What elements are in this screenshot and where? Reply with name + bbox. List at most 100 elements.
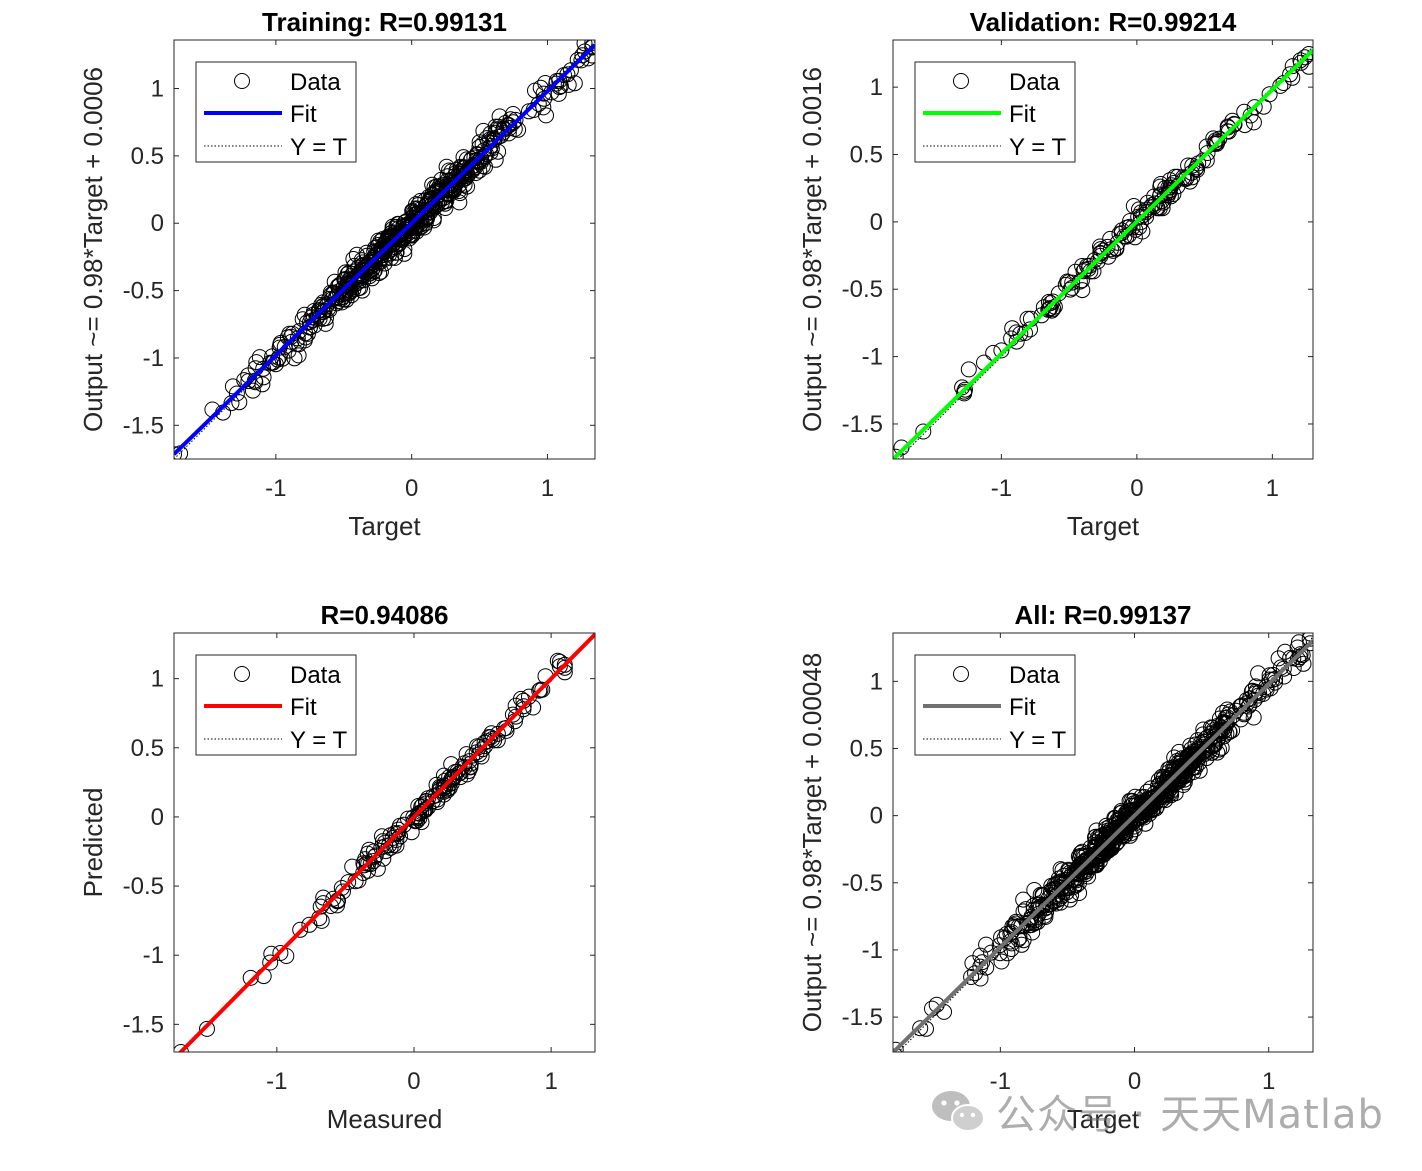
y-tick-label: -1.5 (842, 1004, 883, 1031)
y-axis-label: Output ~= 0.98*Target + 0.00048 (797, 653, 827, 1032)
data-point (1094, 827, 1111, 844)
data-point (420, 799, 436, 816)
data-point (1123, 806, 1140, 823)
data-point (401, 218, 418, 235)
y-tick-label: -1 (143, 942, 164, 969)
data-point (1026, 882, 1043, 898)
y-tick-label: 0 (870, 803, 883, 830)
data-point (1206, 136, 1223, 152)
data-point (367, 253, 384, 270)
legend-label-data: Data (1009, 662, 1060, 689)
data-point (276, 338, 293, 355)
data-point (479, 733, 496, 750)
data-point (473, 150, 489, 167)
data-point (1008, 333, 1025, 350)
data-point (431, 778, 448, 795)
y-tick-label: 0 (151, 804, 164, 831)
identity-line (897, 636, 1313, 1052)
data-point (412, 192, 429, 209)
fit-line (178, 633, 595, 1052)
data-point (1106, 827, 1123, 844)
watermark: 公众号 · 天天Matlab (930, 1085, 1384, 1138)
data-point (476, 734, 493, 751)
chart-panel-training: -1 0 1 -1.5 -1 -0.5 0 0.5 1 Training: R=0.99131 Ta… (78, 7, 596, 541)
legend-label-fit: Fit (1009, 101, 1036, 128)
legend: Data Fit Y = T (914, 61, 1076, 163)
data-point (1131, 805, 1148, 822)
data-point (556, 656, 573, 673)
data-point (1133, 788, 1150, 805)
data-point (461, 753, 478, 770)
data-point (482, 137, 499, 154)
data-point (228, 385, 245, 402)
data-point (1112, 822, 1129, 839)
data-point (248, 354, 265, 371)
data-point (367, 847, 384, 864)
data-point (1019, 914, 1036, 931)
y-tick-label: -1 (862, 344, 883, 371)
data-point (383, 249, 400, 266)
data-point (396, 241, 413, 258)
data-point (414, 204, 431, 221)
data-point (1300, 58, 1313, 75)
data-point (521, 688, 537, 705)
data-point (1020, 915, 1037, 932)
data-point (1245, 114, 1262, 131)
data-point (291, 323, 308, 340)
data-point (431, 782, 448, 799)
legend-label-fit: Fit (1009, 694, 1036, 721)
data-point (455, 149, 472, 166)
data-point (1182, 753, 1199, 770)
y-tick-label: 1 (870, 668, 883, 695)
data-point (584, 40, 595, 56)
data-point (390, 821, 407, 838)
data-point (1034, 886, 1051, 903)
chart-title: Validation: R=0.99214 (970, 7, 1237, 37)
data-point (1239, 695, 1256, 712)
chart-title: All: R=0.99137 (1014, 600, 1191, 630)
data-point (501, 117, 518, 134)
data-point (1161, 181, 1178, 198)
data-point (1096, 840, 1113, 857)
chart-panel-all: -1 0 1 -1.5 -1 -0.5 0 0.5 1 All: R=0.99137 Target O… (797, 600, 1314, 1134)
data-point (1225, 707, 1242, 724)
legend: Data Fit Y = T (195, 61, 357, 163)
data-point (1275, 660, 1292, 677)
data-point (1052, 894, 1069, 911)
data-point (439, 168, 456, 185)
y-tick-label: -0.5 (123, 873, 164, 900)
data-point (893, 448, 904, 459)
data-point (1195, 152, 1212, 169)
data-point (1123, 810, 1140, 827)
y-tick-label: 0 (151, 210, 164, 237)
data-point (1114, 804, 1131, 821)
data-point (371, 265, 388, 282)
legend: Data Fit Y = T (914, 654, 1076, 756)
y-tick-label: -1 (862, 937, 883, 964)
x-tick-label: -1 (991, 475, 1012, 502)
data-point (251, 349, 268, 366)
data-point (491, 108, 508, 125)
data-point (283, 328, 300, 345)
legend-label-data: Data (1009, 69, 1060, 96)
data-point (352, 279, 369, 296)
y-tick-label: -1.5 (123, 1011, 164, 1038)
data-point (1116, 228, 1133, 245)
data-point (1282, 66, 1299, 83)
y-tick-label: 1 (151, 76, 164, 103)
data-point (364, 257, 381, 273)
data-point (425, 788, 442, 805)
fit-line (893, 48, 1313, 459)
data-point (1209, 744, 1226, 761)
data-point (374, 828, 390, 845)
y-tick-label: -0.5 (842, 276, 883, 303)
data-point (390, 825, 407, 842)
data-point (1103, 840, 1120, 857)
data-point (1277, 643, 1293, 660)
data-point (893, 1041, 904, 1052)
data-point (1270, 650, 1287, 667)
data-point (1144, 790, 1161, 807)
data-point (1154, 200, 1171, 217)
y-axis-label: Output ~= 0.98*Target + 0.0016 (797, 67, 827, 432)
data-point (474, 158, 491, 175)
